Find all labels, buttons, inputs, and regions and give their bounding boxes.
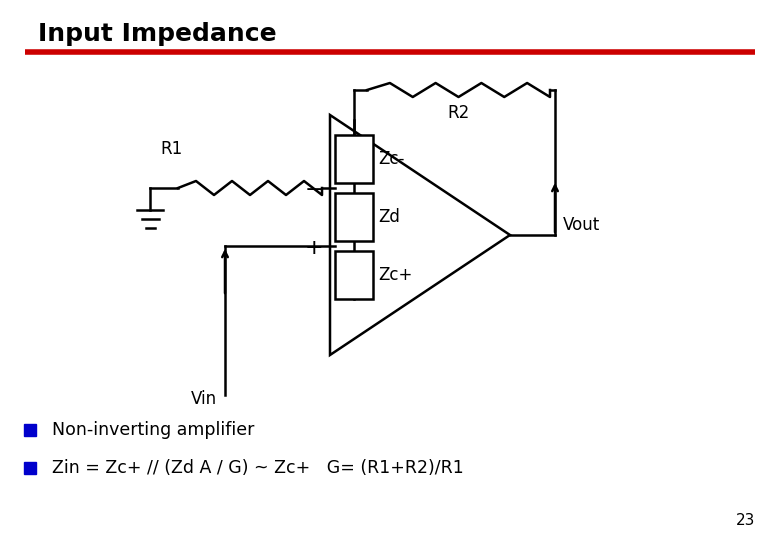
Text: Zin = Zc+ // (Zd A / G) ~ Zc+   G= (R1+R2)/R1: Zin = Zc+ // (Zd A / G) ~ Zc+ G= (R1+R2)… <box>52 459 464 477</box>
Text: Input Impedance: Input Impedance <box>38 22 277 46</box>
Bar <box>335 193 373 241</box>
Bar <box>335 251 373 299</box>
Bar <box>335 135 373 183</box>
Text: Zc+: Zc+ <box>378 266 413 284</box>
Text: R2: R2 <box>448 104 470 122</box>
Text: Vout: Vout <box>563 216 601 234</box>
Text: Vin: Vin <box>191 390 217 408</box>
Text: −: − <box>305 180 324 200</box>
Text: R1: R1 <box>160 140 183 158</box>
Text: Zc-: Zc- <box>378 150 404 168</box>
Text: Zd: Zd <box>378 208 400 226</box>
Text: +: + <box>305 238 324 258</box>
Text: Non-inverting amplifier: Non-inverting amplifier <box>52 421 254 439</box>
Text: 23: 23 <box>736 513 755 528</box>
